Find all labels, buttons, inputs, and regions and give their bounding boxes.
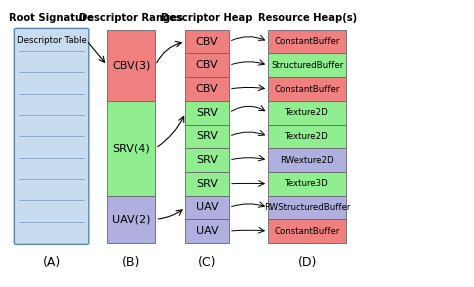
Bar <box>268 30 346 53</box>
Text: CBV: CBV <box>196 60 219 70</box>
Bar <box>107 196 155 243</box>
Text: ConstantBuffer: ConstantBuffer <box>274 85 340 94</box>
Text: CBV: CBV <box>196 37 219 47</box>
Bar <box>268 125 346 148</box>
Bar <box>268 101 346 125</box>
Bar <box>185 101 229 125</box>
Text: SRV(4): SRV(4) <box>112 143 150 153</box>
Bar <box>185 125 229 148</box>
Text: UAV: UAV <box>196 226 219 236</box>
Bar <box>185 53 229 77</box>
Text: Descriptor Ranges: Descriptor Ranges <box>79 13 183 23</box>
Bar <box>268 77 346 101</box>
Bar <box>268 172 346 196</box>
Bar <box>185 196 229 219</box>
Text: Descriptor Heap: Descriptor Heap <box>162 13 253 23</box>
Text: Texture2D: Texture2D <box>285 132 329 141</box>
Bar <box>185 172 229 196</box>
Text: ConstantBuffer: ConstantBuffer <box>274 227 340 236</box>
Bar <box>268 219 346 243</box>
Bar <box>185 148 229 172</box>
Text: UAV(2): UAV(2) <box>112 214 151 224</box>
Text: Root Signature: Root Signature <box>9 13 94 23</box>
Bar <box>185 77 229 101</box>
Text: SRV: SRV <box>196 108 218 118</box>
Bar <box>185 30 229 53</box>
Bar <box>268 53 346 77</box>
Text: ConstantBuffer: ConstantBuffer <box>274 37 340 46</box>
Text: StructuredBuffer: StructuredBuffer <box>271 61 343 70</box>
Bar <box>268 148 346 172</box>
Bar <box>107 101 155 196</box>
Bar <box>107 30 155 101</box>
Text: (C): (C) <box>198 256 217 269</box>
Bar <box>268 196 346 219</box>
Text: UAV: UAV <box>196 202 219 212</box>
Text: (A): (A) <box>43 256 61 269</box>
Text: Descriptor Table: Descriptor Table <box>17 36 87 45</box>
Text: SRV: SRV <box>196 131 218 141</box>
Text: (B): (B) <box>122 256 140 269</box>
Bar <box>185 219 229 243</box>
Text: Texture2D: Texture2D <box>285 108 329 117</box>
Text: SRV: SRV <box>196 179 218 189</box>
Text: CBV(3): CBV(3) <box>112 60 151 70</box>
Text: (D): (D) <box>298 256 317 269</box>
Text: SRV: SRV <box>196 155 218 165</box>
Text: RWexture2D: RWexture2D <box>280 156 334 164</box>
Text: CBV: CBV <box>196 84 219 94</box>
Text: Texture3D: Texture3D <box>285 179 329 188</box>
FancyBboxPatch shape <box>14 28 89 245</box>
Text: RWStructuredBuffer: RWStructuredBuffer <box>264 203 350 212</box>
Text: Resource Heap(s): Resource Heap(s) <box>257 13 357 23</box>
